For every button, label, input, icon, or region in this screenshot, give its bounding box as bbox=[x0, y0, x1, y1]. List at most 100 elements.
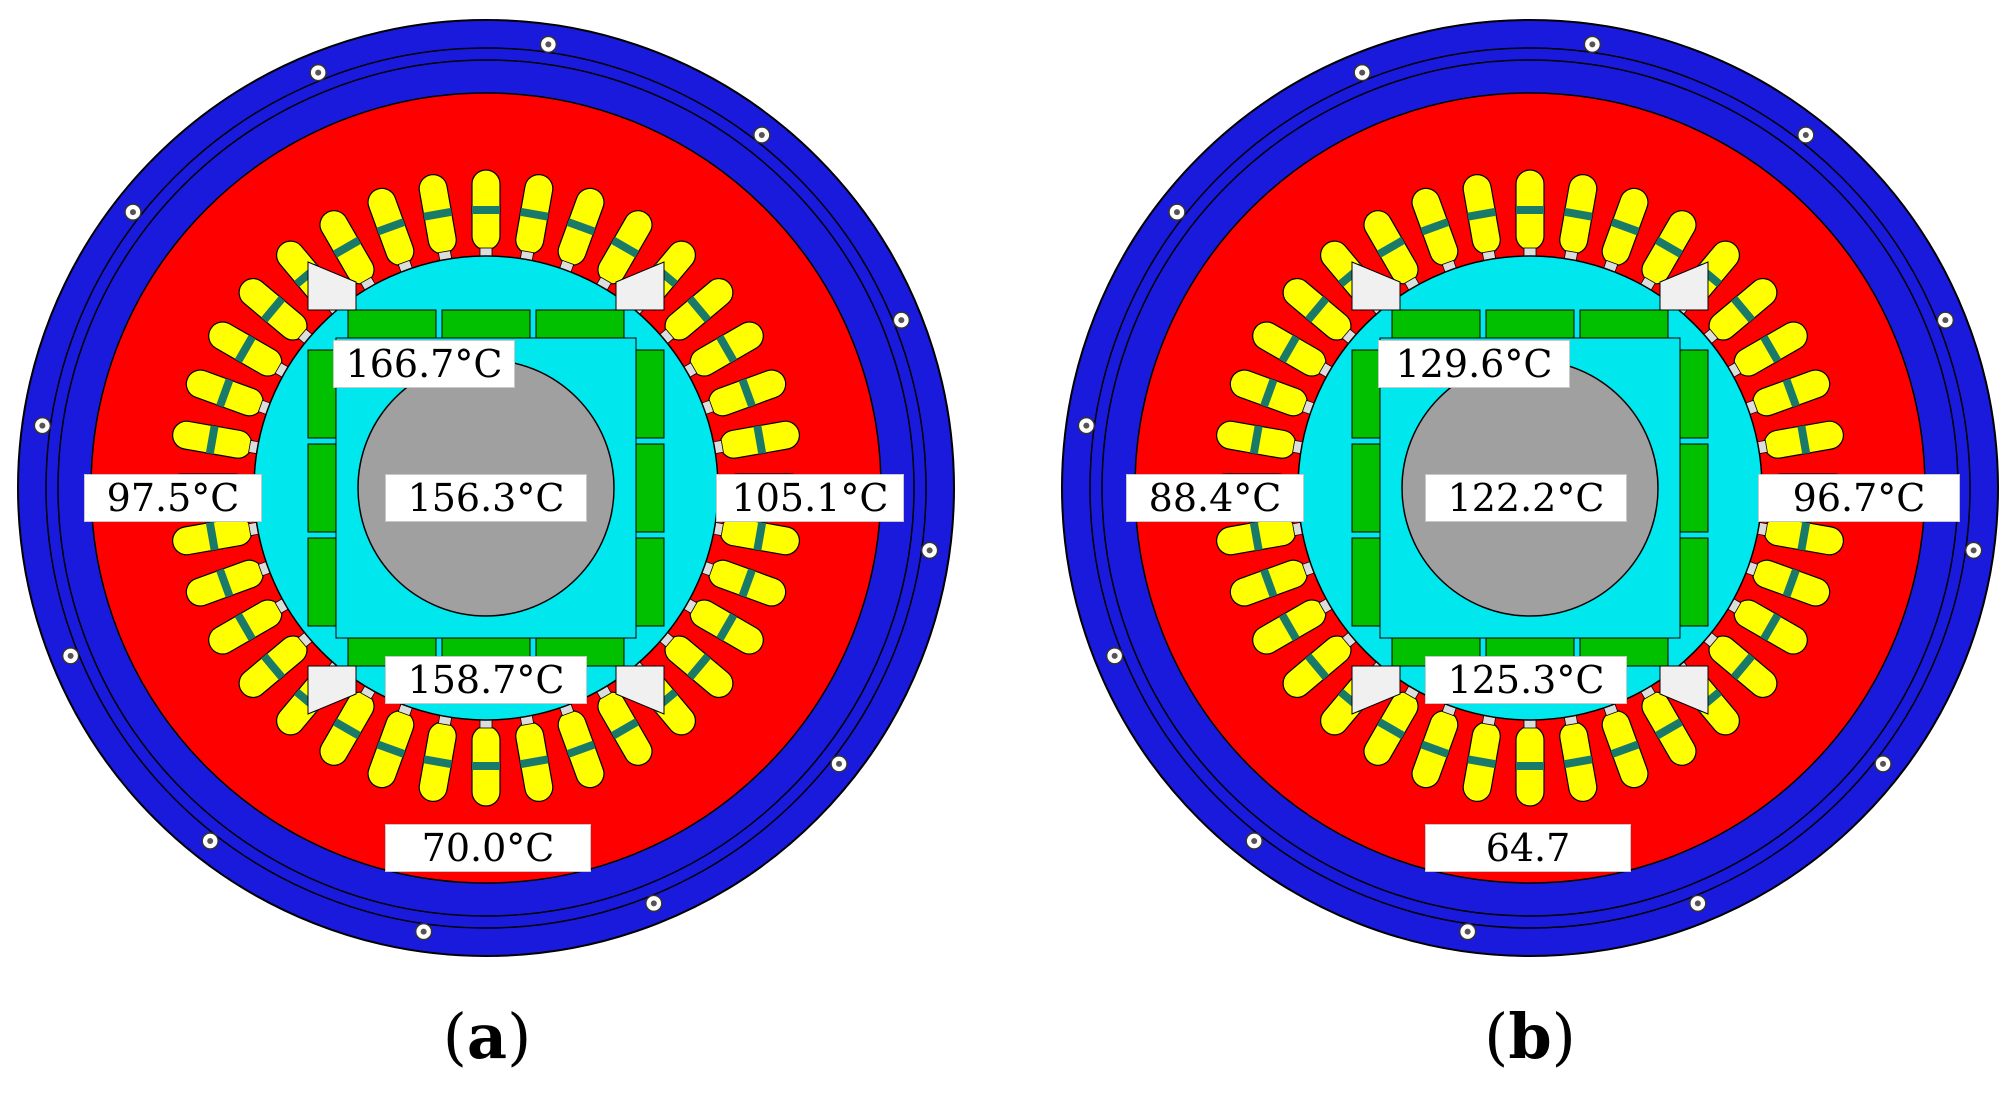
winding-separator bbox=[753, 521, 767, 551]
winding-separator bbox=[1376, 718, 1406, 740]
magnet-segment bbox=[1351, 349, 1381, 439]
bolt-hole bbox=[1694, 900, 1701, 907]
label-a-magnet-top: 166.7°C bbox=[333, 340, 515, 388]
winding-slot bbox=[208, 321, 291, 379]
pole-gap bbox=[1351, 261, 1401, 311]
winding-separator bbox=[1730, 653, 1756, 680]
winding-separator bbox=[216, 568, 234, 598]
winding-separator bbox=[205, 521, 219, 551]
winding-separator bbox=[1467, 755, 1497, 769]
label-a-winding-right: 105.1°C bbox=[716, 474, 904, 522]
label-b-magnet-bottom: 125.3°C bbox=[1425, 656, 1627, 704]
winding-separator bbox=[1760, 612, 1782, 642]
rotor-core-outline bbox=[335, 337, 637, 639]
magnet-segment bbox=[307, 537, 337, 627]
bolt-hole bbox=[545, 41, 552, 48]
winding-separator bbox=[1260, 568, 1278, 598]
winding-separator bbox=[1610, 740, 1640, 758]
winding-separator bbox=[1654, 718, 1684, 740]
magnet-segment bbox=[635, 537, 665, 627]
winding-separator bbox=[519, 207, 549, 221]
winding-separator bbox=[423, 207, 453, 221]
winding-separator bbox=[1467, 207, 1497, 221]
winding-separator bbox=[753, 425, 767, 455]
winding-separator bbox=[376, 740, 406, 758]
winding-slot bbox=[418, 174, 457, 263]
magnet-segment bbox=[1579, 309, 1669, 339]
winding-separator bbox=[1563, 207, 1593, 221]
magnet-segment bbox=[535, 309, 625, 339]
bolt-hole bbox=[1173, 209, 1180, 216]
winding-slot bbox=[1252, 321, 1335, 379]
pole-gap bbox=[307, 261, 357, 311]
winding-separator bbox=[1278, 612, 1300, 642]
winding-slot bbox=[238, 630, 315, 699]
winding-separator bbox=[1654, 236, 1684, 258]
winding-slot bbox=[471, 717, 501, 807]
winding-separator bbox=[1260, 378, 1278, 408]
housing-ring-inner-a bbox=[57, 59, 915, 917]
winding-separator bbox=[1730, 296, 1756, 323]
housing-ring-outer-a bbox=[45, 47, 927, 929]
winding-separator bbox=[686, 296, 712, 323]
bolt-hole bbox=[129, 209, 136, 216]
winding-separator bbox=[738, 568, 756, 598]
magnet-segment bbox=[307, 349, 337, 439]
winding-separator bbox=[216, 378, 234, 408]
pole-gap bbox=[1659, 665, 1709, 715]
winding-separator bbox=[1376, 236, 1406, 258]
winding-slot bbox=[319, 210, 377, 293]
winding-separator bbox=[716, 612, 738, 642]
winding-slot bbox=[595, 210, 653, 293]
winding-slot bbox=[515, 174, 554, 263]
winding-separator bbox=[1516, 206, 1544, 214]
winding-separator bbox=[1610, 218, 1640, 236]
pole-gap bbox=[615, 665, 665, 715]
winding-separator bbox=[566, 218, 596, 236]
magnet-segment bbox=[1485, 309, 1575, 339]
winding-slot bbox=[711, 517, 800, 556]
winding-separator bbox=[738, 378, 756, 408]
label-a-housing-bottom: 70.0°C bbox=[385, 824, 591, 872]
winding-slot bbox=[1743, 369, 1831, 417]
magnet-segment bbox=[441, 309, 531, 339]
bolt-hole bbox=[1942, 317, 1949, 324]
winding-slot bbox=[367, 701, 415, 789]
bolt-hole bbox=[420, 928, 427, 935]
winding-slot bbox=[471, 169, 501, 259]
magnet-segment bbox=[1351, 443, 1381, 533]
bolt-hole bbox=[1083, 422, 1090, 429]
magnet-segment bbox=[1679, 443, 1709, 533]
pole-gap bbox=[307, 665, 357, 715]
winding-slot bbox=[681, 597, 764, 655]
caption-a: (a) bbox=[442, 1000, 532, 1073]
winding-separator bbox=[205, 425, 219, 455]
winding-slot bbox=[1639, 683, 1697, 766]
winding-separator bbox=[1420, 218, 1450, 236]
winding-separator bbox=[1760, 334, 1782, 364]
winding-slot bbox=[557, 701, 605, 789]
magnet-segment bbox=[307, 443, 337, 533]
winding-slot bbox=[185, 559, 273, 607]
winding-slot bbox=[1725, 321, 1808, 379]
winding-separator bbox=[1516, 762, 1544, 770]
winding-separator bbox=[332, 718, 362, 740]
bolt-hole bbox=[1589, 41, 1596, 48]
bolt-hole bbox=[39, 422, 46, 429]
winding-separator bbox=[234, 334, 256, 364]
winding-slot bbox=[367, 187, 415, 275]
winding-separator bbox=[1304, 296, 1330, 323]
winding-separator bbox=[610, 236, 640, 258]
winding-slot bbox=[1229, 559, 1317, 607]
bolt-hole bbox=[1359, 69, 1366, 76]
label-b-shaft: 122.2°C bbox=[1425, 474, 1627, 522]
winding-separator bbox=[1797, 521, 1811, 551]
winding-slot bbox=[1282, 277, 1359, 346]
winding-slot bbox=[1411, 701, 1459, 789]
winding-slot bbox=[1725, 597, 1808, 655]
label-b-housing-bottom: 64.7 bbox=[1425, 824, 1631, 872]
winding-slot bbox=[208, 597, 291, 655]
winding-slot bbox=[238, 277, 315, 346]
housing-ring-outer-b bbox=[1089, 47, 1971, 929]
label-a-shaft: 156.3°C bbox=[385, 474, 587, 522]
